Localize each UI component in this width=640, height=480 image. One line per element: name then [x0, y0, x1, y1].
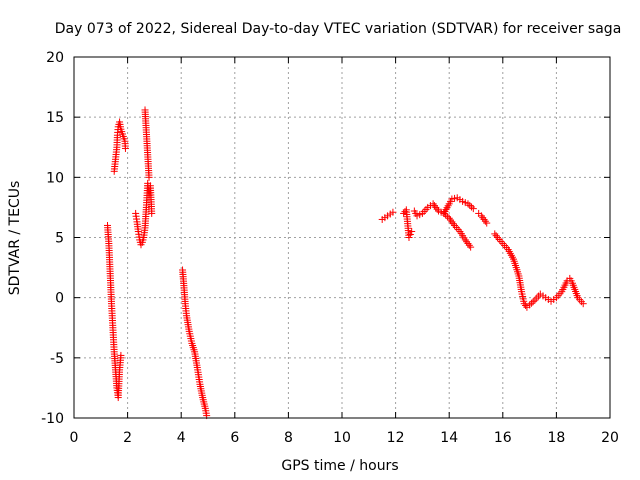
data-point	[465, 241, 473, 249]
data-point	[522, 301, 530, 309]
data-point	[464, 200, 472, 208]
data-point	[406, 230, 414, 238]
data-point	[121, 144, 129, 152]
data-point	[526, 301, 534, 309]
data-point	[529, 298, 537, 306]
series-seg5	[179, 266, 211, 420]
series-seg9	[440, 194, 477, 217]
series-seg3	[132, 179, 156, 249]
data-point	[468, 203, 476, 211]
x-tick-label: 12	[387, 430, 405, 446]
x-tick-label: 16	[494, 430, 512, 446]
series-seg11	[491, 230, 587, 311]
data-point	[461, 236, 469, 244]
x-tick-label: 2	[123, 430, 132, 446]
y-tick-label: -10	[41, 411, 64, 427]
x-tick-label: 10	[333, 430, 351, 446]
data-point	[432, 203, 440, 211]
x-tick-labels: 0 2 4 6 8 10 12 14 16 18 20	[70, 430, 619, 446]
chart-title: Day 073 of 2022, Sidereal Day-to-day VTE…	[55, 21, 622, 37]
data-point	[445, 214, 453, 222]
series-seg6	[378, 208, 397, 223]
data-point	[148, 209, 156, 217]
series-seg4	[141, 106, 153, 181]
y-tick-label: 5	[55, 231, 64, 247]
data-point	[145, 173, 153, 181]
data-point	[481, 217, 489, 225]
y-axis-label: SDTVAR / TECUs	[7, 181, 23, 296]
data-point	[492, 232, 500, 240]
data-point	[430, 202, 438, 210]
grid-lines	[74, 57, 610, 418]
x-tick-label: 0	[70, 430, 79, 446]
data-point	[527, 299, 535, 307]
y-tick-label: 15	[46, 110, 64, 126]
data-point	[483, 219, 491, 227]
data-point	[477, 212, 485, 220]
data-point	[429, 200, 437, 208]
data-point	[408, 227, 416, 235]
x-axis-label: GPS time / hours	[281, 458, 398, 474]
y-tick-labels: -10 -5 0 5 10 15 20	[41, 50, 64, 427]
data-point	[467, 243, 475, 251]
data-point	[463, 238, 471, 246]
y-tick-label: 20	[46, 50, 64, 66]
series-seg10	[475, 209, 491, 227]
x-tick-label: 14	[440, 430, 458, 446]
x-tick-label: 18	[547, 430, 565, 446]
data-points	[104, 106, 587, 420]
data-point	[480, 215, 488, 223]
data-point	[433, 205, 441, 213]
x-tick-label: 8	[284, 430, 293, 446]
series-seg1	[104, 221, 125, 402]
data-point	[520, 300, 528, 308]
data-point	[448, 218, 456, 226]
data-point	[443, 213, 451, 221]
data-point	[389, 208, 397, 216]
series-seg7	[400, 206, 416, 241]
data-point	[579, 300, 587, 308]
data-point	[479, 214, 487, 222]
data-point	[405, 234, 413, 241]
data-point	[466, 201, 474, 209]
data-point	[464, 240, 472, 248]
series-seg2	[110, 118, 129, 175]
data-point	[469, 205, 477, 213]
plot-frame	[73, 56, 611, 419]
data-point	[447, 216, 455, 224]
x-tick-label: 6	[230, 430, 239, 446]
y-tick-label: 0	[55, 291, 64, 307]
y-tick-label: 10	[46, 170, 64, 186]
x-tick-label: 4	[177, 430, 186, 446]
data-point	[449, 220, 457, 228]
x-tick-label: 20	[601, 430, 619, 446]
data-point	[491, 230, 499, 238]
y-tick-label: -5	[50, 351, 64, 367]
data-point	[400, 209, 408, 217]
data-point	[117, 351, 125, 359]
